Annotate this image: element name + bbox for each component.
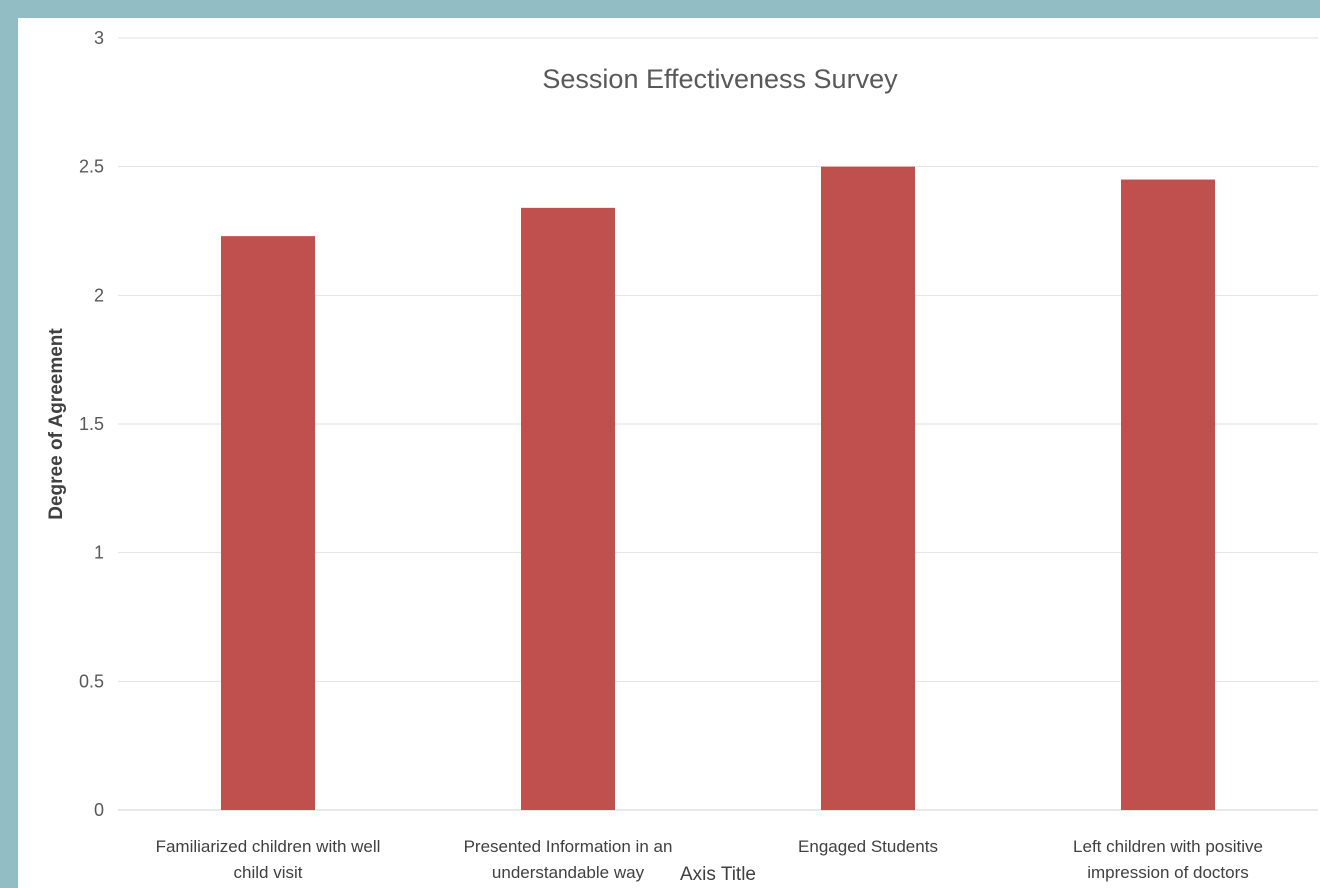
y-tick-label: 2.5 (79, 157, 104, 177)
bar (221, 236, 315, 810)
y-tick-labels: 0 0.5 1 1.5 2 2.5 3 (79, 28, 104, 820)
x-category-label: Familiarized children with well child vis… (156, 837, 381, 882)
y-tick-label: 0 (94, 800, 104, 820)
bar (821, 166, 915, 810)
bar (521, 207, 615, 811)
y-tick-label: 0.5 (79, 671, 104, 691)
chart-title: Session Effectiveness Survey (542, 64, 898, 94)
x-category-label: Engaged Students (798, 837, 938, 856)
y-axis-title: Degree of Agreement (46, 328, 67, 520)
y-tick-label: 1.5 (79, 414, 104, 434)
y-tick-label: 2 (94, 285, 104, 305)
y-tick-label: 3 (94, 28, 104, 48)
bar (1121, 179, 1215, 811)
x-category-label: Presented Information in an understandabl… (464, 837, 673, 882)
x-axis-title: Axis Title (680, 864, 756, 885)
x-category-labels: Familiarized children with well child vis… (156, 837, 1263, 882)
bars (221, 166, 1215, 811)
x-category-label: Left children with positive impression of… (1073, 837, 1263, 882)
gridlines (118, 37, 1318, 811)
y-tick-label: 1 (94, 543, 104, 563)
